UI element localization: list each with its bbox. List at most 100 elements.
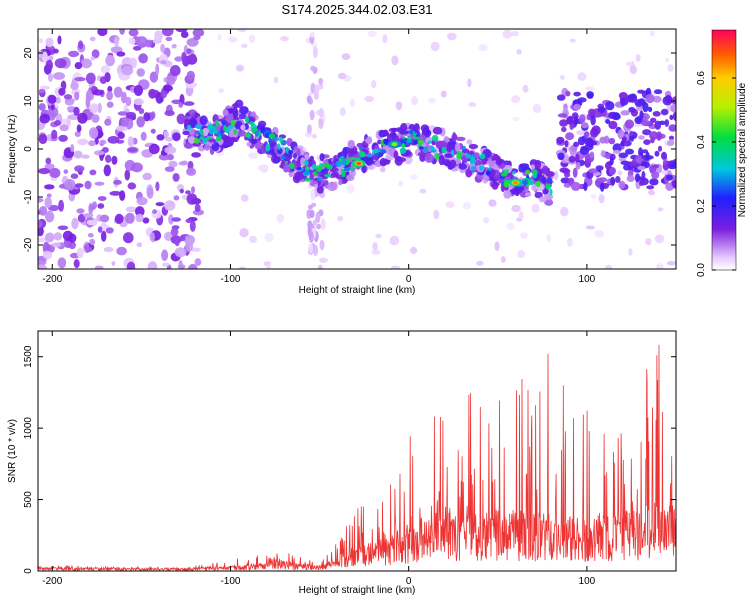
spectrogram-cell bbox=[664, 95, 673, 104]
spectrogram-cell bbox=[512, 171, 516, 175]
spectrogram-cell bbox=[366, 136, 373, 145]
spectrogram-cell bbox=[462, 145, 466, 150]
spectrogram-cell bbox=[516, 49, 522, 55]
spectrogram-cell bbox=[531, 169, 538, 176]
spectrogram-cell bbox=[389, 235, 400, 246]
spectrogram-cell bbox=[63, 94, 73, 100]
spectrogram-cell bbox=[232, 102, 239, 109]
spectrogram-cell bbox=[409, 131, 414, 135]
spectrogram-cell bbox=[605, 119, 611, 124]
spectrogram-cell bbox=[625, 148, 634, 155]
snr-frame bbox=[37, 330, 677, 572]
spectrogram-cell bbox=[248, 34, 256, 44]
spectrogram-cell bbox=[319, 239, 325, 251]
spectrogram-cell bbox=[88, 140, 96, 147]
spectrogram-cell bbox=[618, 92, 628, 100]
x-tick-label: -200 bbox=[42, 576, 62, 587]
spectrogram-cell bbox=[668, 135, 675, 141]
spectrogram-cell bbox=[359, 151, 366, 158]
spectrogram-cell bbox=[53, 72, 65, 80]
spectrogram-cell bbox=[620, 97, 626, 107]
spectrogram-cell bbox=[324, 174, 332, 178]
spectrogram-cell bbox=[338, 178, 343, 186]
colorbar: 0.0 0.2 0.4 0.6 Normalized spectral amplitu… bbox=[696, 29, 748, 277]
spectrogram-cell bbox=[156, 134, 165, 141]
spectrogram-cell bbox=[579, 146, 590, 155]
spectrogram-cell bbox=[178, 260, 183, 268]
spectrogram-cell bbox=[44, 163, 55, 171]
spectrogram-cell bbox=[54, 120, 62, 126]
spectrogram-cell bbox=[191, 186, 195, 194]
spectrogram-cell bbox=[58, 134, 68, 142]
spectrogram-cell bbox=[573, 91, 581, 97]
x-tick-label: -100 bbox=[220, 274, 240, 285]
spectrogram-cell bbox=[473, 160, 483, 166]
spectrogram-cell bbox=[410, 246, 418, 254]
spectrogram-cell bbox=[99, 214, 110, 223]
spectrogram-cell bbox=[306, 124, 312, 134]
spectrogram-cell bbox=[162, 262, 170, 267]
spectrogram-cell bbox=[105, 154, 112, 163]
spectrogram-cell bbox=[194, 124, 202, 129]
spectrogram-cell bbox=[161, 249, 169, 261]
spectrogram-cell bbox=[44, 184, 55, 190]
spectrogram-cell bbox=[524, 192, 532, 197]
spectrogram-cell bbox=[305, 177, 311, 182]
spectrogram-cell bbox=[654, 89, 663, 95]
spectrogram-cell bbox=[319, 153, 325, 162]
spectrogram-cell bbox=[133, 98, 144, 106]
spectrogram-cell bbox=[318, 107, 324, 118]
spectrogram-cell bbox=[573, 141, 580, 147]
spectrogram-cell bbox=[84, 180, 92, 190]
spectrogram-cell bbox=[97, 226, 103, 233]
spectrogram-cell bbox=[532, 103, 542, 114]
spectrogram-cell bbox=[64, 179, 76, 191]
spectrogram-cell bbox=[339, 107, 346, 116]
spectrogram-cell bbox=[199, 136, 204, 141]
spectrogram-cell bbox=[308, 231, 314, 243]
spectrogram-cell bbox=[577, 136, 586, 146]
spectrogram-cell bbox=[91, 49, 100, 59]
spectrogram-cell bbox=[100, 222, 107, 227]
spectrogram-cell bbox=[97, 196, 107, 201]
spectrogram-cell bbox=[202, 137, 209, 144]
spectrogram-cell bbox=[39, 113, 50, 124]
spectrogram-cell bbox=[223, 124, 227, 132]
spectrogram-cell bbox=[215, 135, 222, 142]
spectrogram-cell bbox=[390, 265, 400, 269]
spectrogram-cell bbox=[180, 31, 189, 38]
spectrogram-cell bbox=[227, 109, 234, 114]
spectrogram-cell bbox=[530, 164, 536, 170]
spectrogram-cell bbox=[618, 180, 626, 190]
spectrogram-cell bbox=[649, 178, 659, 186]
spectrogram-cell bbox=[279, 136, 283, 143]
spectrogram-cell bbox=[455, 136, 466, 142]
spectrogram-cell bbox=[642, 129, 652, 136]
spectrogram-cell bbox=[94, 181, 105, 186]
spectrogram-cell bbox=[174, 56, 184, 62]
spectrogram-cell bbox=[511, 204, 521, 213]
spectrogram-cell bbox=[418, 143, 422, 148]
spectrogram-cell bbox=[590, 115, 596, 126]
colorbar-gradient bbox=[711, 29, 737, 271]
spectrogram-cell bbox=[628, 106, 636, 113]
spectrogram-cell bbox=[185, 190, 191, 195]
spectrogram-cell bbox=[337, 215, 344, 222]
spectrogram-cell bbox=[47, 94, 57, 104]
spectrogram-cell bbox=[466, 139, 473, 145]
spectrogram-cell bbox=[479, 165, 484, 171]
spectrogram-cell bbox=[77, 138, 89, 146]
spectrogram-cell bbox=[136, 68, 145, 77]
spectrogram-cell bbox=[184, 142, 193, 149]
spectrogram-cell bbox=[318, 163, 325, 167]
spectrogram-cell bbox=[343, 167, 351, 172]
spectrogram-cell bbox=[230, 119, 236, 127]
spectrogram-cell bbox=[667, 64, 674, 72]
spectrogram-cell bbox=[612, 112, 620, 119]
spectrogram-cell bbox=[316, 223, 322, 230]
spectrogram-cell bbox=[106, 101, 114, 108]
spectrogram-cell bbox=[531, 203, 540, 213]
spectrogram-cell bbox=[114, 213, 124, 224]
spectrogram-cell bbox=[608, 167, 617, 175]
